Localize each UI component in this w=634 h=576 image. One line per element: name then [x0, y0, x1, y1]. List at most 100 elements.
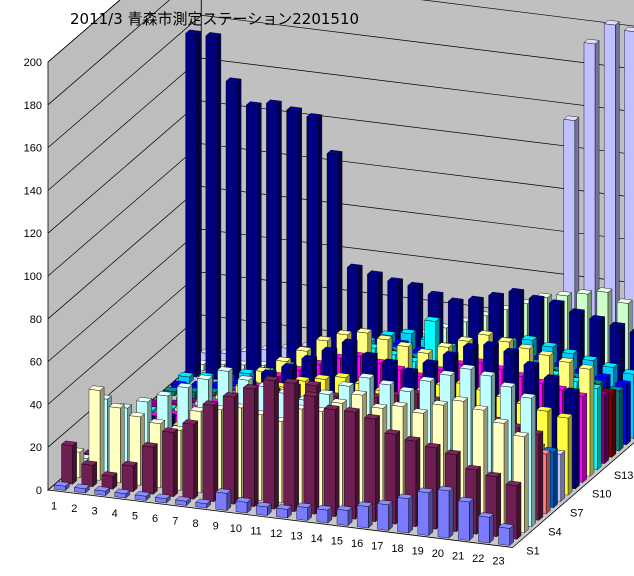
bar-top	[411, 408, 428, 414]
bar-top	[296, 502, 313, 508]
bar	[174, 496, 191, 506]
bar-top	[541, 342, 558, 348]
bar-top	[483, 341, 500, 347]
bar-top	[128, 411, 145, 418]
y-tick-label: 140	[24, 185, 42, 197]
chart-title: 2011/3 青森市測定ステーション2201510	[70, 10, 359, 28]
bar-top	[477, 512, 494, 518]
bar-top	[563, 387, 580, 393]
bar-top	[452, 396, 469, 402]
bar-top	[358, 373, 375, 379]
bar	[61, 440, 78, 485]
bar	[296, 502, 313, 521]
bar-front	[263, 379, 275, 510]
bar	[134, 491, 151, 501]
bar-front	[498, 526, 510, 546]
bar-side	[92, 461, 98, 488]
bar-top	[536, 406, 553, 412]
bar-top	[457, 496, 474, 503]
bar-top	[134, 491, 151, 497]
series-axis-ticks: S1S4S7S10S13S16S19	[526, 470, 633, 558]
bar-front	[142, 445, 154, 495]
bar	[437, 485, 454, 539]
bar-top	[314, 374, 331, 380]
bar-top	[472, 405, 489, 411]
bar-top	[316, 505, 333, 511]
bar-top	[176, 382, 193, 389]
bar-top	[396, 341, 413, 347]
bar-top	[424, 316, 441, 322]
bar	[195, 498, 212, 509]
bar	[303, 391, 320, 515]
bar	[53, 481, 70, 491]
bar-top	[528, 294, 545, 300]
bar-top	[196, 374, 213, 380]
bar	[498, 523, 515, 546]
y-axis-ticks: 0 20 40 60 80 100 120 140 160 180 200	[24, 57, 42, 497]
bar-top	[442, 351, 459, 357]
bar-top	[378, 379, 395, 386]
bar-top	[596, 287, 613, 293]
bar-front	[185, 33, 197, 378]
bar-front	[296, 506, 308, 521]
gridline	[47, 14, 634, 148]
bar-top	[136, 397, 153, 403]
bar-front	[303, 394, 316, 515]
bar-top	[202, 400, 219, 406]
bar-top	[548, 299, 565, 305]
bar-top	[437, 342, 454, 348]
bar-front	[121, 464, 134, 492]
bar	[376, 499, 393, 531]
bar-top	[400, 328, 417, 335]
bar-top	[361, 351, 378, 358]
bar-side	[173, 428, 178, 498]
category-label: 23	[492, 555, 504, 567]
bar-side	[314, 392, 320, 515]
category-label: 9	[213, 520, 219, 532]
bar-top	[523, 361, 540, 367]
bar	[162, 427, 179, 498]
bar-top	[321, 346, 338, 353]
bar	[94, 486, 111, 496]
category-label: 15	[331, 535, 343, 547]
bar-front	[437, 489, 450, 539]
y-tick-label: 180	[24, 100, 42, 112]
gridline	[47, 186, 634, 320]
bar-top	[623, 26, 634, 32]
bar-top	[182, 419, 199, 425]
bar-front	[81, 463, 93, 487]
bar	[306, 113, 323, 393]
series-label: S4	[548, 526, 561, 538]
bar-front	[457, 500, 470, 541]
bar-top	[512, 431, 529, 437]
category-label: 6	[152, 513, 158, 525]
bar-top	[301, 354, 318, 361]
bar-top	[437, 485, 454, 492]
bar-top	[465, 464, 482, 471]
bar-top	[629, 328, 634, 334]
bar	[205, 32, 222, 381]
bar-top	[330, 398, 347, 404]
bar-top	[306, 113, 323, 119]
bar-side	[99, 386, 105, 481]
bar-top	[260, 369, 277, 375]
gridline	[47, 0, 634, 106]
bar-side	[516, 481, 522, 540]
bar-top	[205, 32, 222, 38]
bar-front	[377, 503, 389, 531]
bar-side	[233, 393, 239, 505]
bar-side	[213, 401, 219, 503]
bar-top	[61, 440, 78, 446]
bar-side	[489, 513, 494, 544]
bar-side	[567, 414, 573, 496]
bar-top	[498, 523, 515, 529]
bar-top	[594, 372, 611, 379]
bar-top	[556, 290, 573, 297]
bar-top	[467, 295, 484, 302]
bar-top	[379, 330, 396, 336]
bar-top	[101, 471, 118, 477]
bar-top	[222, 392, 239, 398]
bar-front	[245, 104, 258, 385]
bar	[215, 488, 232, 511]
bar-top	[568, 308, 585, 314]
